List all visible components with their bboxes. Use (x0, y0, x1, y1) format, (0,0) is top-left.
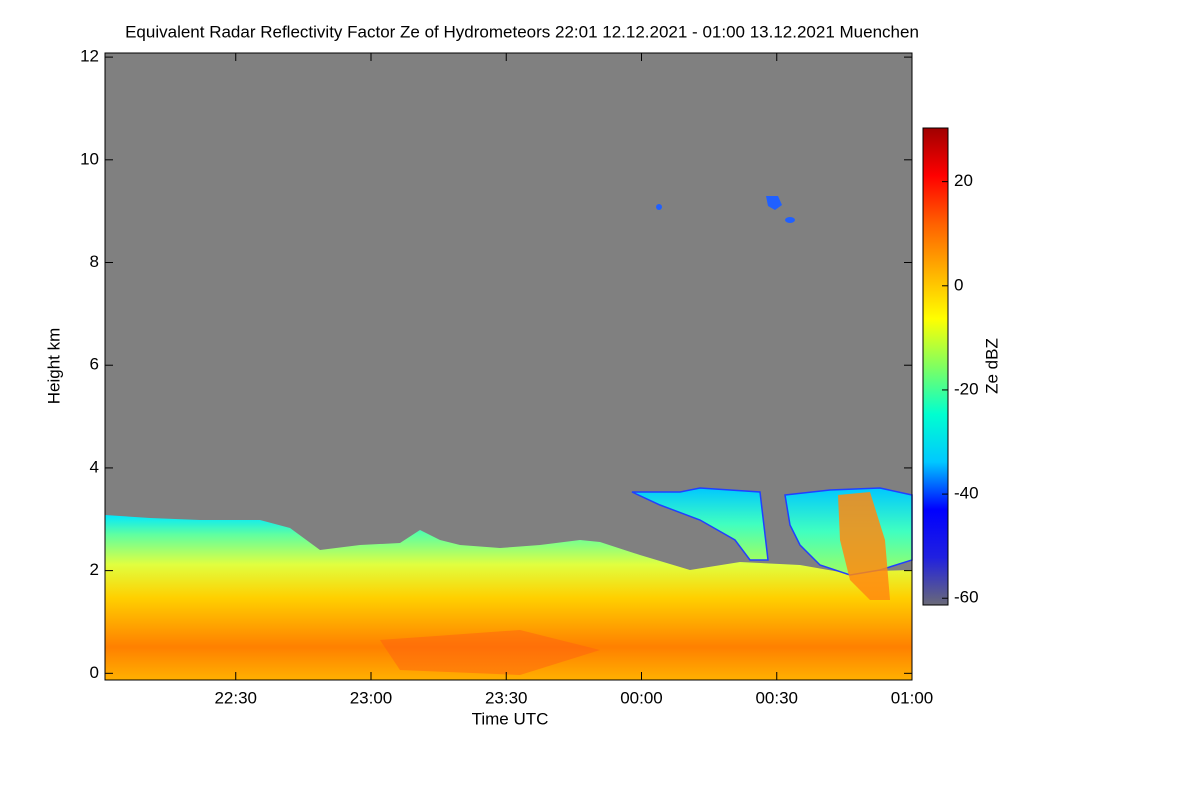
x-tick-label: 23:30 (485, 688, 528, 707)
x-tick-label: 00:30 (755, 688, 798, 707)
colorbar-tick-label: -60 (954, 588, 979, 607)
colorbar-tick-label: -20 (954, 379, 979, 398)
x-tick-label: 01:00 (891, 688, 934, 707)
y-tick-label: 4 (90, 457, 99, 476)
y-tick-label: 2 (90, 560, 99, 579)
x-axis-label: Time UTC (472, 709, 549, 728)
colorbar-tick-label: 20 (954, 171, 973, 190)
y-tick-label: 12 (80, 47, 99, 66)
colorbar-tick-label: -40 (954, 484, 979, 503)
reflectivity-field (105, 196, 913, 680)
y-axis-label: Height km (44, 328, 63, 405)
colorbar-label: Ze dBZ (982, 338, 1001, 394)
y-tick-label: 8 (90, 252, 99, 271)
y-tick-label: 0 (90, 663, 99, 682)
colorbar (922, 127, 949, 606)
x-tick-label: 00:00 (620, 688, 663, 707)
y-tick-label: 6 (90, 355, 99, 374)
x-tick-label: 22:30 (214, 688, 257, 707)
plot-frame (104, 52, 913, 681)
x-tick-label: 23:00 (350, 688, 393, 707)
y-tick-label: 10 (80, 149, 99, 168)
chart-title: Equivalent Radar Reflectivity Factor Ze … (125, 22, 919, 41)
colorbar-tick-label: 0 (954, 275, 963, 294)
